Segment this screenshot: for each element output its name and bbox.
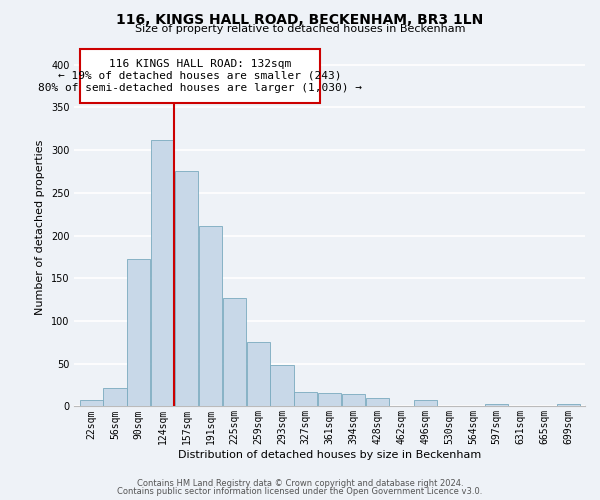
Bar bbox=[247, 342, 269, 406]
Bar bbox=[103, 388, 127, 406]
Text: 116, KINGS HALL ROAD, BECKENHAM, BR3 1LN: 116, KINGS HALL ROAD, BECKENHAM, BR3 1LN bbox=[116, 12, 484, 26]
Text: Contains public sector information licensed under the Open Government Licence v3: Contains public sector information licen… bbox=[118, 487, 482, 496]
Bar bbox=[199, 226, 222, 406]
FancyBboxPatch shape bbox=[80, 49, 320, 103]
Bar bbox=[175, 170, 198, 406]
Bar bbox=[151, 140, 174, 406]
Text: ← 19% of detached houses are smaller (243): ← 19% of detached houses are smaller (24… bbox=[58, 70, 342, 81]
Bar bbox=[366, 398, 389, 406]
Bar bbox=[80, 400, 103, 406]
Bar bbox=[294, 392, 317, 406]
Bar bbox=[485, 404, 508, 406]
Bar bbox=[127, 258, 151, 406]
X-axis label: Distribution of detached houses by size in Beckenham: Distribution of detached houses by size … bbox=[178, 450, 481, 460]
Bar bbox=[557, 404, 580, 406]
Text: Contains HM Land Registry data © Crown copyright and database right 2024.: Contains HM Land Registry data © Crown c… bbox=[137, 478, 463, 488]
Bar bbox=[223, 298, 246, 406]
Text: Size of property relative to detached houses in Beckenham: Size of property relative to detached ho… bbox=[135, 24, 465, 34]
Bar bbox=[342, 394, 365, 406]
Y-axis label: Number of detached properties: Number of detached properties bbox=[35, 140, 46, 314]
Bar bbox=[318, 392, 341, 406]
Text: 80% of semi-detached houses are larger (1,030) →: 80% of semi-detached houses are larger (… bbox=[38, 82, 362, 92]
Bar bbox=[271, 366, 293, 406]
Bar bbox=[413, 400, 437, 406]
Text: 116 KINGS HALL ROAD: 132sqm: 116 KINGS HALL ROAD: 132sqm bbox=[109, 58, 292, 68]
